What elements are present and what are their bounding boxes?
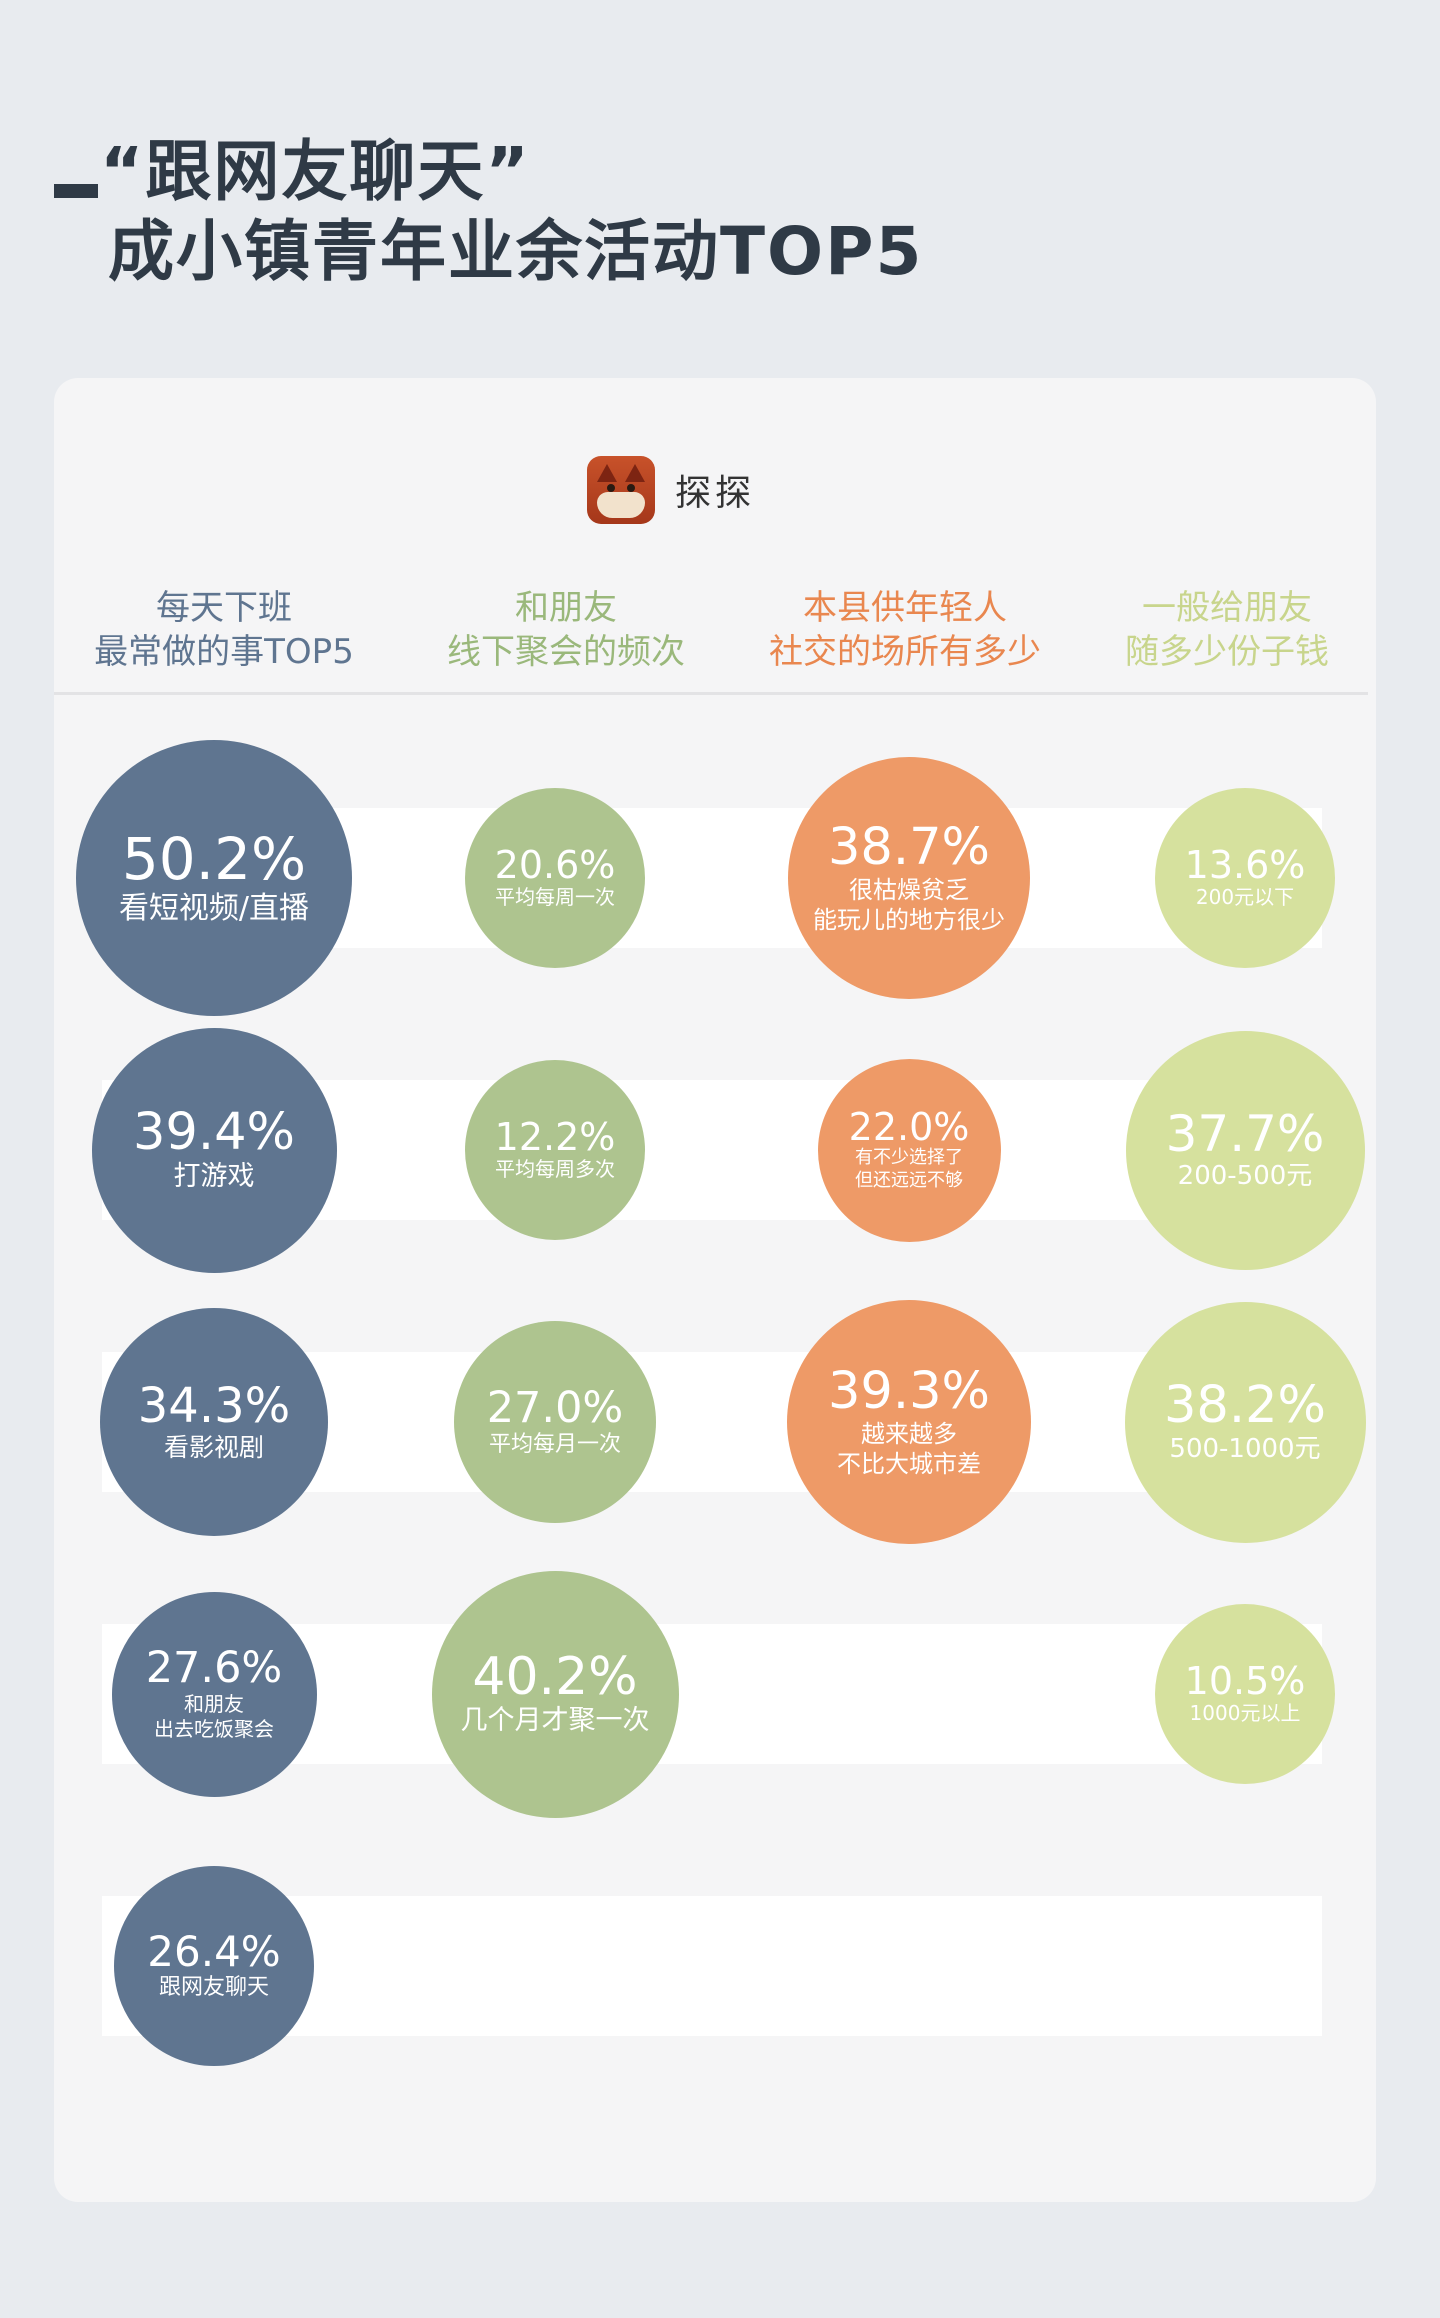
bubble-label: 看短视频/直播 (118, 890, 310, 926)
bubble-col1-row4: 27.6% 和朋友 出去吃饭聚会 (111, 1591, 317, 1797)
bubble-value: 27.0% (486, 1382, 624, 1433)
bubble-col4-row1: 13.6% 200元以下 (1155, 788, 1335, 968)
bubble-col2-row2: 12.2% 平均每周多次 (465, 1060, 645, 1240)
column-header-line1: 每天下班 (156, 588, 292, 628)
bubble-value: 20.6% (494, 842, 616, 887)
column-header-line1: 和朋友 (515, 588, 617, 628)
bubble-label: 越来越多 (861, 1419, 957, 1448)
column-header-activities: 每天下班 最常做的事TOP5 (64, 586, 384, 674)
column-header-line2: 随多少份子钱 (1125, 632, 1329, 672)
fox-app-icon (587, 456, 655, 524)
brand: 探探 (587, 454, 755, 526)
bubble-value: 40.2% (472, 1646, 638, 1707)
bubble-col4-row2: 37.7% 200-500元 (1125, 1030, 1365, 1270)
bubble-col1-row2: 39.4% 打游戏 (91, 1027, 337, 1273)
bubble-label: 打游戏 (173, 1160, 255, 1192)
bubble-label: 但还远远不够 (855, 1169, 963, 1191)
bubble-label: 出去吃饭聚会 (154, 1716, 274, 1741)
bubble-label: 能玩儿的地方很少 (813, 905, 1005, 934)
bubble-label: 平均每周一次 (495, 885, 615, 910)
bubble-label: 1000元以上 (1189, 1701, 1301, 1726)
column-header-line2: 社交的场所有多少 (769, 632, 1041, 672)
column-header-gift-money: 一般给朋友 随多少份子钱 (1082, 586, 1372, 674)
bubble-col2-row3: 27.0% 平均每月一次 (454, 1321, 656, 1523)
bubble-label: 200-500元 (1177, 1161, 1313, 1191)
bubble-label: 和朋友 (184, 1691, 244, 1716)
bubble-col2-row4: 40.2% 几个月才聚一次 (431, 1570, 679, 1818)
column-header-line1: 一般给朋友 (1142, 588, 1312, 628)
bubble-label: 跟网友聊天 (158, 1975, 269, 2001)
bubble-value: 38.7% (827, 818, 990, 878)
bubble-value: 34.3% (137, 1378, 291, 1435)
bubble-col1-row3: 34.3% 看影视剧 (100, 1308, 328, 1536)
bubble-label: 200元以下 (1195, 885, 1295, 910)
bubble-label: 几个月才聚一次 (460, 1705, 650, 1737)
bubble-col4-row4: 10.5% 1000元以上 (1155, 1604, 1335, 1784)
bubble-value: 39.4% (132, 1103, 295, 1163)
bubble-col1-row5: 26.4% 跟网友聊天 (114, 1866, 314, 2066)
header-divider (54, 692, 1368, 695)
bubble-value: 13.6% (1184, 842, 1306, 887)
page-title-line2: 成小镇青年业余活动TOP5 (108, 213, 924, 290)
bubble-value: 22.0% (848, 1104, 970, 1149)
bubble-col3-row2: 22.0% 有不少选择了 但还远远不够 (817, 1058, 1001, 1242)
brand-name: 探探 (675, 473, 756, 514)
bubble-value: 12.2% (494, 1114, 616, 1159)
bubble-label: 平均每月一次 (488, 1431, 621, 1457)
title-dash (54, 184, 98, 198)
bubble-label: 不比大城市差 (837, 1449, 981, 1478)
bubble-col2-row1: 20.6% 平均每周一次 (465, 788, 645, 968)
bubble-value: 38.2% (1163, 1375, 1326, 1435)
column-header-line2: 最常做的事TOP5 (94, 632, 354, 672)
bubble-value: 50.2% (121, 824, 307, 893)
column-header-line1: 本县供年轻人 (803, 588, 1007, 628)
column-header-line2: 线下聚会的频次 (447, 632, 685, 672)
bubble-col1-row1: 50.2% 看短视频/直播 (76, 740, 352, 1016)
column-header-meetup-frequency: 和朋友 线下聚会的频次 (406, 586, 726, 674)
bubble-value: 39.3% (827, 1362, 990, 1422)
bubble-value: 37.7% (1165, 1104, 1325, 1163)
bubble-col4-row3: 38.2% 500-1000元 (1124, 1301, 1366, 1543)
chart-card: 探探 每天下班 最常做的事TOP5 和朋友 线下聚会的频次 本县供年轻人 社交的… (54, 378, 1376, 2202)
bubble-value: 26.4% (147, 1927, 281, 1977)
bubble-label: 500-1000元 (1169, 1433, 1321, 1464)
bubble-label: 看影视剧 (163, 1432, 264, 1462)
bubble-value: 10.5% (1184, 1658, 1306, 1703)
bubble-label: 很枯燥贫乏 (849, 875, 969, 904)
bubble-value: 27.6% (145, 1643, 283, 1694)
page-title-line1: “跟网友聊天” (100, 133, 531, 210)
bubble-label: 平均每周多次 (495, 1157, 615, 1182)
bubble-label: 有不少选择了 (855, 1147, 963, 1169)
bubble-col3-row3: 39.3% 越来越多 不比大城市差 (787, 1300, 1031, 1544)
bubble-col3-row1: 38.7% 很枯燥贫乏 能玩儿的地方很少 (788, 757, 1030, 999)
column-header-social-venues: 本县供年轻人 社交的场所有多少 (740, 586, 1070, 674)
